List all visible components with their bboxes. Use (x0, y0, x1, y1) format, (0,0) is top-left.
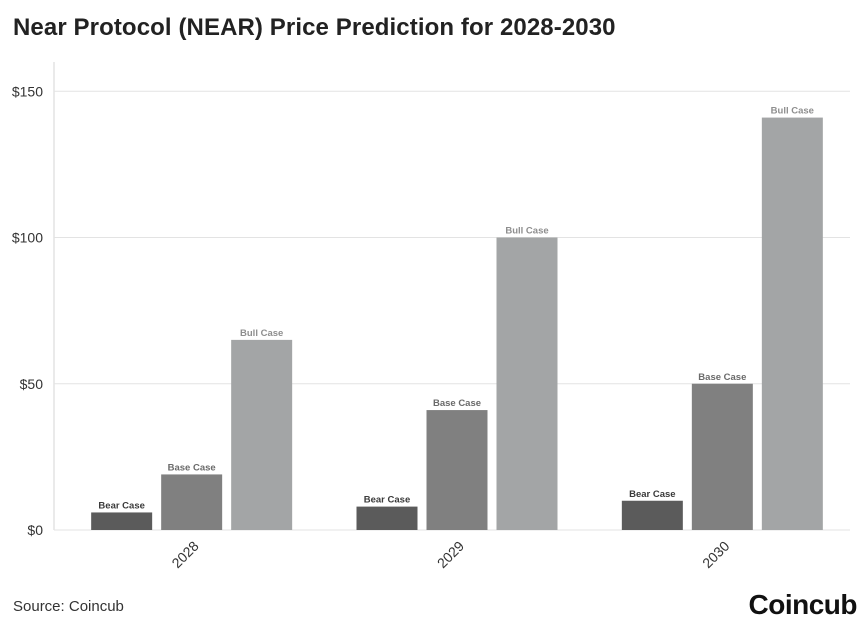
chart-title: Near Protocol (NEAR) Price Prediction fo… (13, 14, 616, 41)
bar-label: Base Case (433, 398, 481, 409)
x-tick-label: 2028 (168, 538, 201, 571)
x-tick-label: 2029 (434, 538, 467, 571)
bar-label: Bear Case (364, 495, 410, 506)
y-tick-label: $100 (12, 230, 43, 246)
bar-label: Base Case (698, 372, 746, 383)
source-note: Source: Coincub (13, 598, 124, 615)
bar (621, 500, 683, 530)
bar-label: Bear Case (629, 489, 675, 500)
bar (691, 383, 753, 530)
y-tick-label: $0 (27, 522, 43, 538)
x-tick-label: 2030 (699, 538, 732, 571)
bar-label: Bull Case (240, 328, 283, 339)
bar-label: Bull Case (505, 226, 548, 237)
coincub-logo: Coincub (748, 589, 858, 620)
bar (231, 339, 293, 530)
bar (496, 237, 558, 530)
bar-label: Bear Case (98, 500, 144, 511)
bar-label: Base Case (168, 462, 216, 473)
bar (761, 117, 823, 530)
bar (356, 506, 418, 530)
bar (91, 512, 153, 530)
bar-label: Bull Case (771, 106, 814, 117)
y-tick-label: $150 (12, 83, 43, 99)
bar (161, 474, 223, 530)
bar (426, 410, 488, 530)
y-tick-label: $50 (20, 376, 44, 392)
